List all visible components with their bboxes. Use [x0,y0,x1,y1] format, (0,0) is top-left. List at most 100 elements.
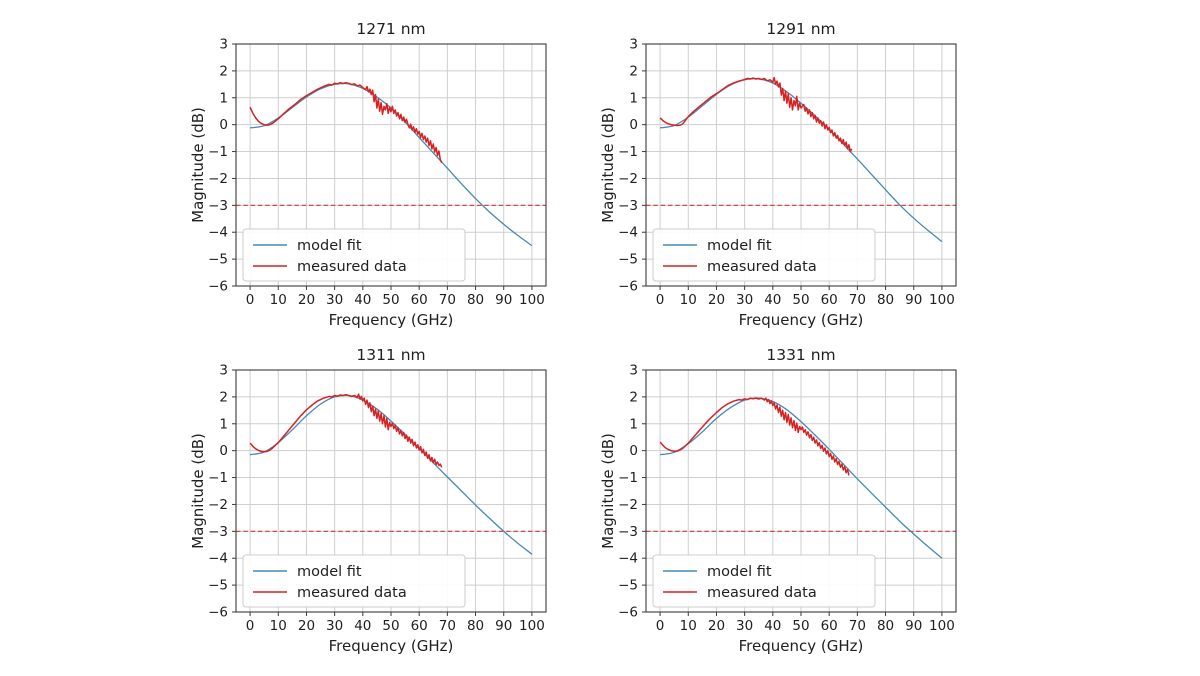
y-tick-label: −5 [208,252,228,268]
x-tick-labels: 0 10 20 30 40 50 60 70 80 90 100 [246,292,545,308]
subplot-top-left: 0 10 20 30 40 50 60 70 80 90 100 3 2 1 0 −1 −2 −3 −4 −5 −6 12… [190,18,570,332]
y-tick-label: 2 [219,389,228,405]
x-tick-label: 80 [877,618,894,634]
x-tick-label: 70 [849,618,866,634]
x-tick-label: 50 [792,618,809,634]
y-tick-label: 2 [219,63,228,79]
y-tick-label: −2 [618,171,638,187]
tick-marks [232,369,533,616]
x-tick-label: 0 [656,292,665,308]
y-tick-label: −4 [208,225,228,241]
x-tick-labels: 0 10 20 30 40 50 60 70 80 90 100 [656,292,955,308]
x-tick-label: 70 [439,292,456,308]
subplot-top-right: 0 10 20 30 40 50 60 70 80 90 100 3 2 1 0 −1 −2 −3 −4 −5 −6 12… [600,18,980,332]
y-tick-label: −6 [618,279,638,295]
y-tick-label: −3 [208,524,228,540]
y-tick-label: −3 [618,198,638,214]
x-tick-label: 10 [680,292,697,308]
y-tick-label: 1 [629,416,638,432]
x-tick-label: 60 [411,292,428,308]
x-tick-label: 10 [680,618,697,634]
y-tick-label: −5 [618,578,638,594]
legend-entry-measured-data: measured data [297,259,407,275]
y-tick-labels: 3 2 1 0 −1 −2 −3 −4 −5 −6 [618,37,638,295]
model-fit-line [249,394,533,555]
legend-entry-measured-data: measured data [297,585,407,601]
x-tick-label: 100 [519,292,545,308]
y-tick-label: −3 [208,198,228,214]
tick-marks [642,43,943,290]
y-tick-label: −6 [618,605,638,621]
legend-entry-model-fit: model fit [297,238,362,254]
x-tick-label: 30 [326,292,343,308]
y-tick-labels: 3 2 1 0 −1 −2 −3 −4 −5 −6 [208,37,228,295]
x-tick-label: 20 [708,292,725,308]
legend-entry-model-fit: model fit [297,564,362,580]
x-tick-label: 0 [246,618,255,634]
x-tick-label: 90 [905,292,922,308]
x-tick-label: 60 [821,292,838,308]
legend-entry-measured-data: measured data [707,259,817,275]
plot-title: 1271 nm [356,20,425,38]
x-tick-label: 70 [439,618,456,634]
measured-data-line [659,76,853,153]
x-tick-label: 20 [298,618,315,634]
y-tick-labels: 3 2 1 0 −1 −2 −3 −4 −5 −6 [618,363,638,621]
x-tick-label: 0 [656,618,665,634]
y-tick-label: 3 [629,363,638,379]
y-tick-label: 0 [219,117,228,133]
legend: model fit measured data [652,554,876,608]
y-axis-label: Magnitude (dB) [190,433,207,549]
x-tick-label: 30 [736,618,753,634]
plot-title: 1291 nm [766,20,835,38]
y-tick-label: 2 [629,63,638,79]
y-axis-label: Magnitude (dB) [190,107,207,223]
x-tick-label: 100 [929,618,955,634]
y-tick-label: 0 [629,117,638,133]
legend-entry-model-fit: model fit [707,564,772,580]
x-tick-label: 0 [246,292,255,308]
y-tick-label: 3 [629,37,638,53]
y-tick-label: −5 [208,578,228,594]
x-tick-label: 10 [270,618,287,634]
x-tick-label: 40 [764,618,781,634]
y-tick-label: −3 [618,524,638,540]
x-tick-label: 40 [764,292,781,308]
x-tick-label: 80 [467,618,484,634]
y-tick-label: −1 [618,144,638,160]
y-tick-label: 3 [219,363,228,379]
x-tick-label: 50 [382,618,399,634]
y-tick-label: 1 [219,90,228,106]
legend: model fit measured data [242,228,466,282]
model-fit-line [659,78,943,243]
y-tick-label: 1 [219,416,228,432]
y-tick-label: −1 [208,470,228,486]
x-tick-label: 30 [736,292,753,308]
tick-marks [642,369,943,616]
y-tick-label: −1 [208,144,228,160]
measured-data-line [249,81,443,164]
x-tick-label: 90 [495,618,512,634]
model-fit-line [659,397,943,559]
x-tick-label: 20 [708,618,725,634]
y-tick-label: 3 [219,37,228,53]
y-tick-label: −6 [208,605,228,621]
plot-title: 1311 nm [356,346,425,364]
y-axis-label: Magnitude (dB) [600,433,617,549]
y-tick-labels: 3 2 1 0 −1 −2 −3 −4 −5 −6 [208,363,228,621]
y-tick-label: −4 [618,225,638,241]
y-tick-label: 2 [629,389,638,405]
plot-title: 1331 nm [766,346,835,364]
x-tick-label: 100 [929,292,955,308]
y-tick-label: 0 [629,443,638,459]
y-tick-label: −4 [618,551,638,567]
y-tick-label: 1 [629,90,638,106]
x-tick-label: 70 [849,292,866,308]
y-tick-label: −5 [618,252,638,268]
x-tick-label: 50 [382,292,399,308]
x-tick-label: 40 [354,618,371,634]
subplot-bottom-right: 0 10 20 30 40 50 60 70 80 90 100 3 2 1 0 −1 −2 −3 −4 −5 −6 13… [600,344,980,658]
plot-canvas: 0 10 20 30 40 50 60 70 80 90 1003210−1−2−3−4−5−612… [600,20,957,329]
legend: model fit measured data [242,554,466,608]
